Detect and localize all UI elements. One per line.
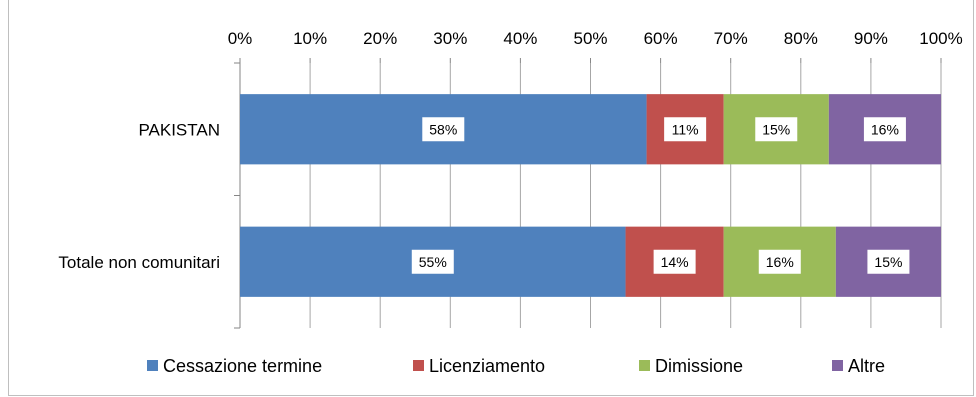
data-label: 58% — [429, 121, 457, 137]
legend-swatch — [147, 360, 158, 371]
axes: 0% 10% 20% 30% 40% 50% 60% 70% 80% 90% 100% — [228, 29, 963, 329]
data-label-box — [411, 249, 454, 274]
x-tick-label: 30% — [433, 29, 467, 48]
legend-swatch — [413, 360, 424, 371]
data-label-box — [758, 249, 801, 274]
data-label-box — [653, 249, 696, 274]
x-tick-label: 40% — [503, 29, 537, 48]
data-labels: PAKISTAN 58% 11% 15% 16% Totale non comunitar… — [58, 117, 910, 274]
data-label: 15% — [874, 254, 902, 270]
data-label-box — [755, 117, 798, 142]
x-tick-label: 50% — [573, 29, 607, 48]
data-label-box — [664, 117, 707, 142]
data-label: 11% — [672, 121, 699, 137]
data-label: 55% — [419, 254, 447, 270]
legend-label: Dimissione — [655, 356, 743, 376]
legend-label: Altre — [848, 356, 885, 376]
legend-swatch — [639, 360, 650, 371]
data-label: 16% — [871, 121, 899, 137]
data-label-box — [422, 117, 465, 142]
x-tick-label: 60% — [644, 29, 678, 48]
legend-label: Cessazione termine — [163, 356, 322, 376]
x-tick-label: 80% — [784, 29, 818, 48]
x-tick-label: 10% — [293, 29, 327, 48]
data-label-box — [867, 249, 910, 274]
x-tick-label: 90% — [854, 29, 888, 48]
legend-label: Licenziamento — [429, 356, 545, 376]
chart-frame — [8, 0, 974, 396]
category-label: Totale non comunitari — [58, 253, 220, 272]
data-label-box — [863, 117, 906, 142]
data-label: 15% — [762, 121, 790, 137]
data-label: 16% — [766, 254, 794, 270]
x-tick-label: 100% — [919, 29, 962, 48]
x-tick-label: 20% — [363, 29, 397, 48]
legend-swatch — [832, 360, 843, 371]
x-tick-label: 0% — [228, 29, 253, 48]
category-label: PAKISTAN — [138, 120, 220, 139]
x-tick-label: 70% — [714, 29, 748, 48]
data-label: 14% — [661, 254, 689, 270]
legend: Cessazione termine Licenziamento Dimission… — [147, 356, 885, 376]
